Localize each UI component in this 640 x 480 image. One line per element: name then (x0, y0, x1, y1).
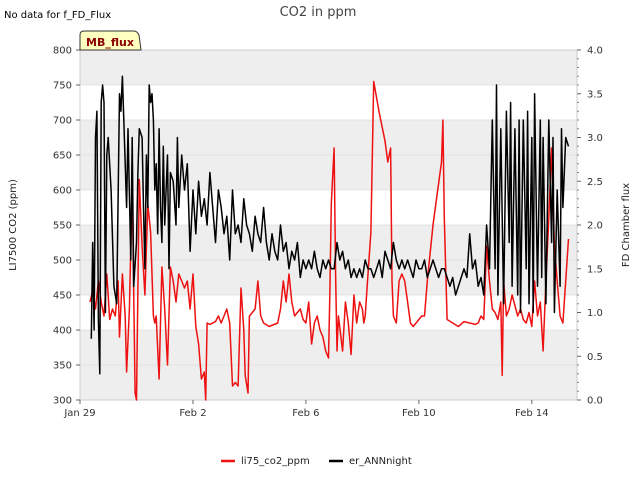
x-tick-label: Feb 10 (402, 408, 436, 419)
x-tick-label: Feb 14 (515, 408, 549, 419)
right-tick-label: 1.5 (587, 264, 603, 275)
right-axis: 0.0 0.5 1.0 1.5 2.0 2.5 3.0 3.5 4.0 (577, 46, 603, 407)
left-tick-label: 600 (53, 186, 72, 197)
x-axis: Jan 29 Feb 2 Feb 6 Feb 10 Feb 14 (63, 400, 549, 419)
legend-label-ann: er_ANNnight (349, 456, 412, 467)
x-tick-label: Jan 29 (63, 408, 95, 419)
right-tick-label: 3.5 (587, 89, 603, 100)
y2-axis-label: FD Chamber flux (621, 183, 632, 267)
legend: li75_co2_ppm er_ANNnight (221, 456, 412, 467)
mb-flux-badge: MB_flux (79, 30, 142, 51)
left-tick-label: 400 (53, 326, 72, 337)
series-er-annnight (90, 75, 570, 375)
badge-label: MB_flux (86, 36, 134, 49)
left-tick-label: 550 (53, 221, 72, 232)
left-tick-label: 500 (53, 256, 72, 267)
left-tick-label: 700 (53, 116, 72, 127)
left-axis: 300 350 400 450 500 550 600 650 700 750 800 (53, 46, 80, 407)
right-tick-label: 2.0 (587, 221, 603, 232)
band-750-800 (80, 50, 577, 85)
left-tick-label: 650 (53, 151, 72, 162)
left-tick-label: 800 (53, 46, 72, 57)
badge-shape (79, 30, 142, 51)
chart-title: CO2 in ppm (280, 5, 357, 20)
x-tick-label: Feb 2 (179, 408, 206, 419)
y-axis-label: LI7500 CO2 (ppm) (8, 179, 19, 271)
left-tick-label: 450 (53, 291, 72, 302)
line-er-annnight (90, 75, 570, 375)
right-tick-label: 0.5 (587, 352, 603, 363)
right-tick-label: 0.0 (587, 396, 603, 407)
line-li75-co2-ppm (89, 80, 570, 401)
right-tick-label: 3.0 (587, 133, 603, 144)
right-tick-label: 4.0 (587, 46, 603, 57)
series-li75-co2-ppm (89, 80, 570, 401)
left-tick-label: 300 (53, 396, 72, 407)
no-data-note: No data for f_FD_Flux (4, 10, 111, 21)
left-tick-label: 750 (53, 81, 72, 92)
right-tick-label: 1.0 (587, 308, 603, 319)
x-tick-label: Feb 6 (292, 408, 319, 419)
right-tick-label: 2.5 (587, 177, 603, 188)
legend-label-co2: li75_co2_ppm (241, 456, 310, 467)
left-tick-label: 350 (53, 361, 72, 372)
